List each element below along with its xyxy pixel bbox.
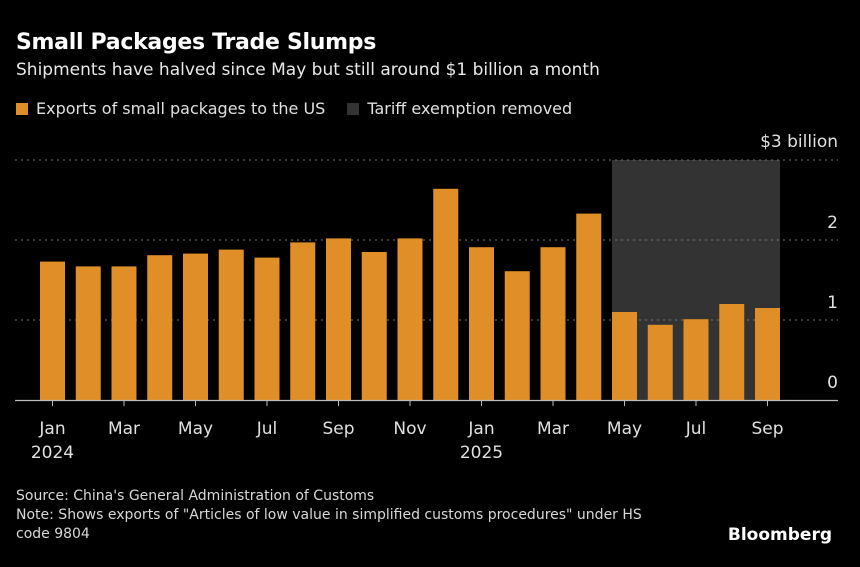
bar [75,266,101,400]
bar [647,324,673,400]
bar [290,242,316,400]
x-tick-label: Sep [322,419,354,439]
legend-swatch-exports [16,102,28,115]
y-tick-label: 2 [827,213,838,233]
chart-title: Small Packages Trade Slumps [16,30,377,55]
x-tick-label: Jan [38,419,65,439]
bar [361,252,387,400]
bar [111,266,137,400]
legend-label-tariff: Tariff exemption removed [367,99,573,118]
legend-item-tariff: Tariff exemption removed [347,99,572,118]
bar [755,308,780,400]
bar [218,249,244,400]
bar [540,247,566,400]
bar [683,319,709,400]
x-tick-label: Jan [467,419,494,439]
bar [612,312,637,400]
y-tick-label: 1 [827,293,838,313]
x-tick-label: May [607,419,642,439]
bar [469,247,494,400]
x-tick-label: Jul [685,419,707,439]
x-tick-label: Mar [108,419,140,439]
y-tick-label: 0 [827,373,838,393]
bar [147,255,173,400]
bar [504,271,530,400]
bar [254,257,280,400]
x-tick-label: May [178,419,213,439]
bar [183,253,208,400]
legend-item-exports: Exports of small packages to the US [16,99,325,118]
bar [576,213,602,400]
chart-subtitle: Shipments have halved since May but stil… [16,60,600,80]
bar [40,261,65,400]
legend-label-exports: Exports of small packages to the US [36,99,326,118]
bloomberg-logo: Bloomberg [727,525,832,545]
x-tick-label: Jul [256,419,278,439]
x-tick-year-label: 2025 [460,443,503,463]
x-tick-label: Nov [393,419,426,439]
note-text: Note: Shows exports of "Articles of low … [16,507,642,542]
x-tick-label: Mar [537,419,569,439]
bar [433,188,459,400]
x-tick-label: Sep [751,419,783,439]
bar [326,238,351,400]
bar [397,238,423,400]
legend-swatch-tariff [347,102,360,115]
source-text: Source: China's General Administration o… [16,488,375,504]
x-tick-year-label: 2024 [31,443,74,463]
y-tick-label: $3 billion [760,132,838,152]
footnote: Source: China's General Administration o… [16,487,656,544]
legend: Exports of small packages to the US Tari… [16,99,594,118]
bar [719,304,745,400]
